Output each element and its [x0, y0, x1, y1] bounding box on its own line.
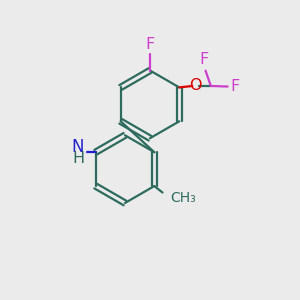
- Text: F: F: [146, 37, 154, 52]
- Text: CH₃: CH₃: [170, 191, 196, 205]
- Text: F: F: [231, 79, 240, 94]
- Text: F: F: [200, 52, 209, 67]
- Text: N: N: [72, 138, 84, 156]
- Text: O: O: [189, 79, 202, 94]
- Text: H: H: [72, 151, 84, 166]
